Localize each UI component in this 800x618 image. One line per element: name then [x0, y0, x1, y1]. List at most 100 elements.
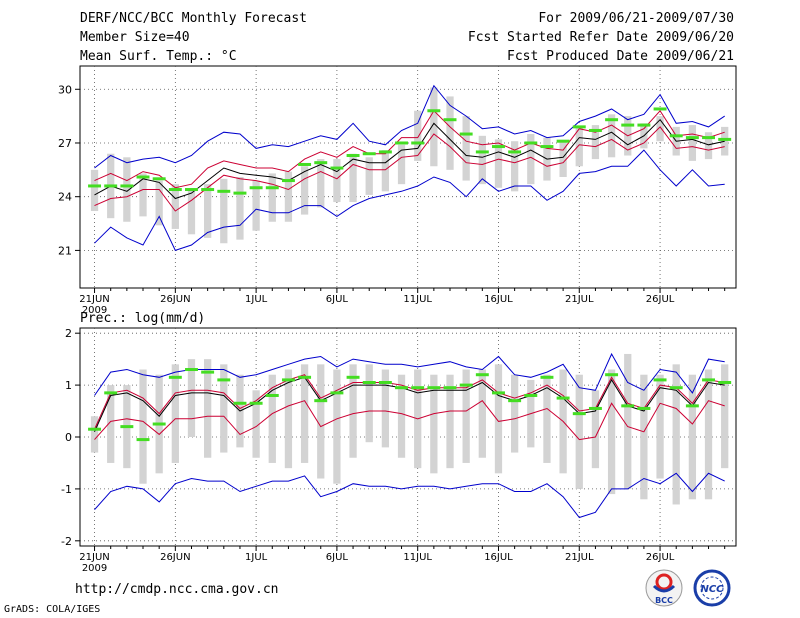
precipitation-member-box	[187, 359, 196, 437]
temperature-observation-mark	[621, 123, 635, 127]
temperature-member-box	[187, 189, 196, 235]
temperature-member-box	[607, 114, 616, 158]
precipitation-member-box	[139, 369, 147, 484]
temperature-observation-mark	[588, 128, 602, 132]
temperature-member-box	[220, 178, 228, 244]
source-url[interactable]: http://cmdp.ncc.cma.gov.cn	[75, 582, 279, 597]
precipitation-member-box	[381, 369, 390, 448]
precipitation-observation-mark	[330, 391, 344, 395]
temperature-observation-mark	[395, 141, 408, 145]
precipitation-member-box	[220, 364, 228, 453]
temperature-member-box	[365, 157, 373, 195]
temperature-variable-label: Mean Surf. Temp.: °C	[80, 49, 237, 64]
precipitation-member-box	[672, 364, 680, 505]
temperature-member-box	[284, 171, 293, 222]
temperature-x-tick-label: 21JUN	[79, 294, 109, 305]
temperature-observation-mark	[685, 136, 699, 140]
temperature-y-tick-label: 21	[58, 244, 72, 257]
precipitation-observation-mark	[605, 373, 619, 377]
precipitation-observation-mark	[395, 386, 408, 390]
temperature-observation-mark	[718, 137, 732, 141]
precipitation-mean-line	[94, 376, 725, 433]
temperature-y-tick-label: 27	[58, 137, 72, 150]
temperature-observation-mark	[605, 118, 619, 122]
temperature-member-box	[575, 126, 583, 167]
precipitation-observation-mark	[136, 438, 150, 442]
temperature-member-box	[155, 180, 163, 226]
precipitation-x-tick-label: 26JUN	[160, 552, 190, 563]
temperature-observation-mark	[298, 162, 312, 166]
temperature-observation-mark	[201, 188, 215, 192]
precipitation-observation-mark	[572, 412, 586, 416]
temperature-observation-mark	[330, 166, 344, 170]
precipitation-y-tick-label: 2	[65, 327, 72, 340]
precipitation-observation-mark	[249, 401, 263, 405]
precipitation-observation-mark	[459, 383, 473, 387]
precipitation-member-box	[317, 364, 325, 479]
precipitation-observation-mark	[427, 386, 441, 390]
precipitation-observation-mark	[475, 373, 489, 377]
precipitation-observation-mark	[702, 378, 715, 382]
bcc-logo: BCC	[645, 569, 683, 607]
precipitation-observation-mark	[443, 386, 457, 390]
temperature-lower-line	[94, 149, 725, 252]
grads-credit: GrADS: COLA/IGES	[4, 604, 101, 615]
precipitation-panel-title: Prec.: log(mm/d)	[80, 311, 205, 326]
precipitation-member-box	[624, 353, 632, 489]
temperature-observation-mark	[185, 188, 198, 192]
temperature-observation-mark	[669, 134, 683, 138]
precipitation-x-tick-label: 1JUL	[245, 552, 268, 563]
precipitation-observation-mark	[265, 393, 279, 397]
precipitation-member-box	[365, 364, 373, 443]
precipitation-observation-mark	[120, 425, 134, 429]
temperature-member-box	[139, 173, 147, 217]
temperature-member-box	[300, 166, 309, 215]
precipitation-member-box	[607, 369, 616, 495]
temperature-observation-mark	[265, 186, 279, 190]
bcc-logo-text: BCC	[655, 596, 673, 605]
temperature-member-box	[171, 184, 179, 229]
precipitation-observation-mark	[168, 375, 182, 379]
temperature-member-box	[252, 180, 260, 231]
precipitation-member-box	[90, 416, 99, 453]
precipitation-member-box	[300, 364, 309, 463]
temperature-member-box	[704, 132, 713, 160]
precipitation-observation-mark	[201, 370, 215, 374]
temperature-observation-mark	[346, 154, 360, 158]
temperature-member-box	[333, 159, 341, 203]
ncc-logo-text: NCC	[700, 584, 724, 595]
temperature-x-tick-label: 26JUN	[160, 294, 190, 305]
precipitation-observation-mark	[685, 404, 699, 408]
precipitation-member-box	[575, 374, 583, 489]
temperature-observation-mark	[492, 145, 505, 149]
precipitation-member-box	[511, 374, 519, 453]
temperature-member-box	[414, 110, 422, 161]
temperature-member-box	[349, 153, 357, 203]
temperature-y-tick-label: 30	[58, 83, 72, 96]
precipitation-observation-mark	[362, 381, 376, 384]
temperature-member-box	[381, 150, 390, 192]
precipitation-member-box	[333, 369, 341, 484]
precipitation-observation-mark	[233, 401, 247, 405]
precipitation-member-box	[252, 390, 260, 458]
precipitation-member-box	[704, 369, 713, 500]
temperature-x-tick-label: 1JUL	[245, 294, 268, 305]
precipitation-member-box	[107, 385, 115, 463]
temperature-observation-mark	[152, 177, 166, 181]
precipitation-observation-mark	[314, 399, 328, 403]
temperature-member-box	[478, 135, 486, 185]
precipitation-member-box	[284, 369, 293, 469]
precipitation-member-box	[656, 374, 664, 479]
temperature-observation-mark	[281, 179, 295, 183]
precipitation-x-tick-label: 16JUL	[484, 552, 513, 563]
temperature-member-box	[236, 177, 244, 240]
precipitation-year-label: 2009	[82, 563, 107, 574]
ncc-logo: NCC	[693, 569, 731, 607]
temperature-observation-mark	[572, 125, 586, 129]
precipitation-y-tick-label: -1	[61, 483, 72, 496]
temperature-observation-mark	[217, 189, 231, 193]
precipitation-member-box	[688, 374, 697, 500]
temperature-observation-mark	[702, 136, 715, 140]
precipitation-member-box	[494, 364, 503, 474]
